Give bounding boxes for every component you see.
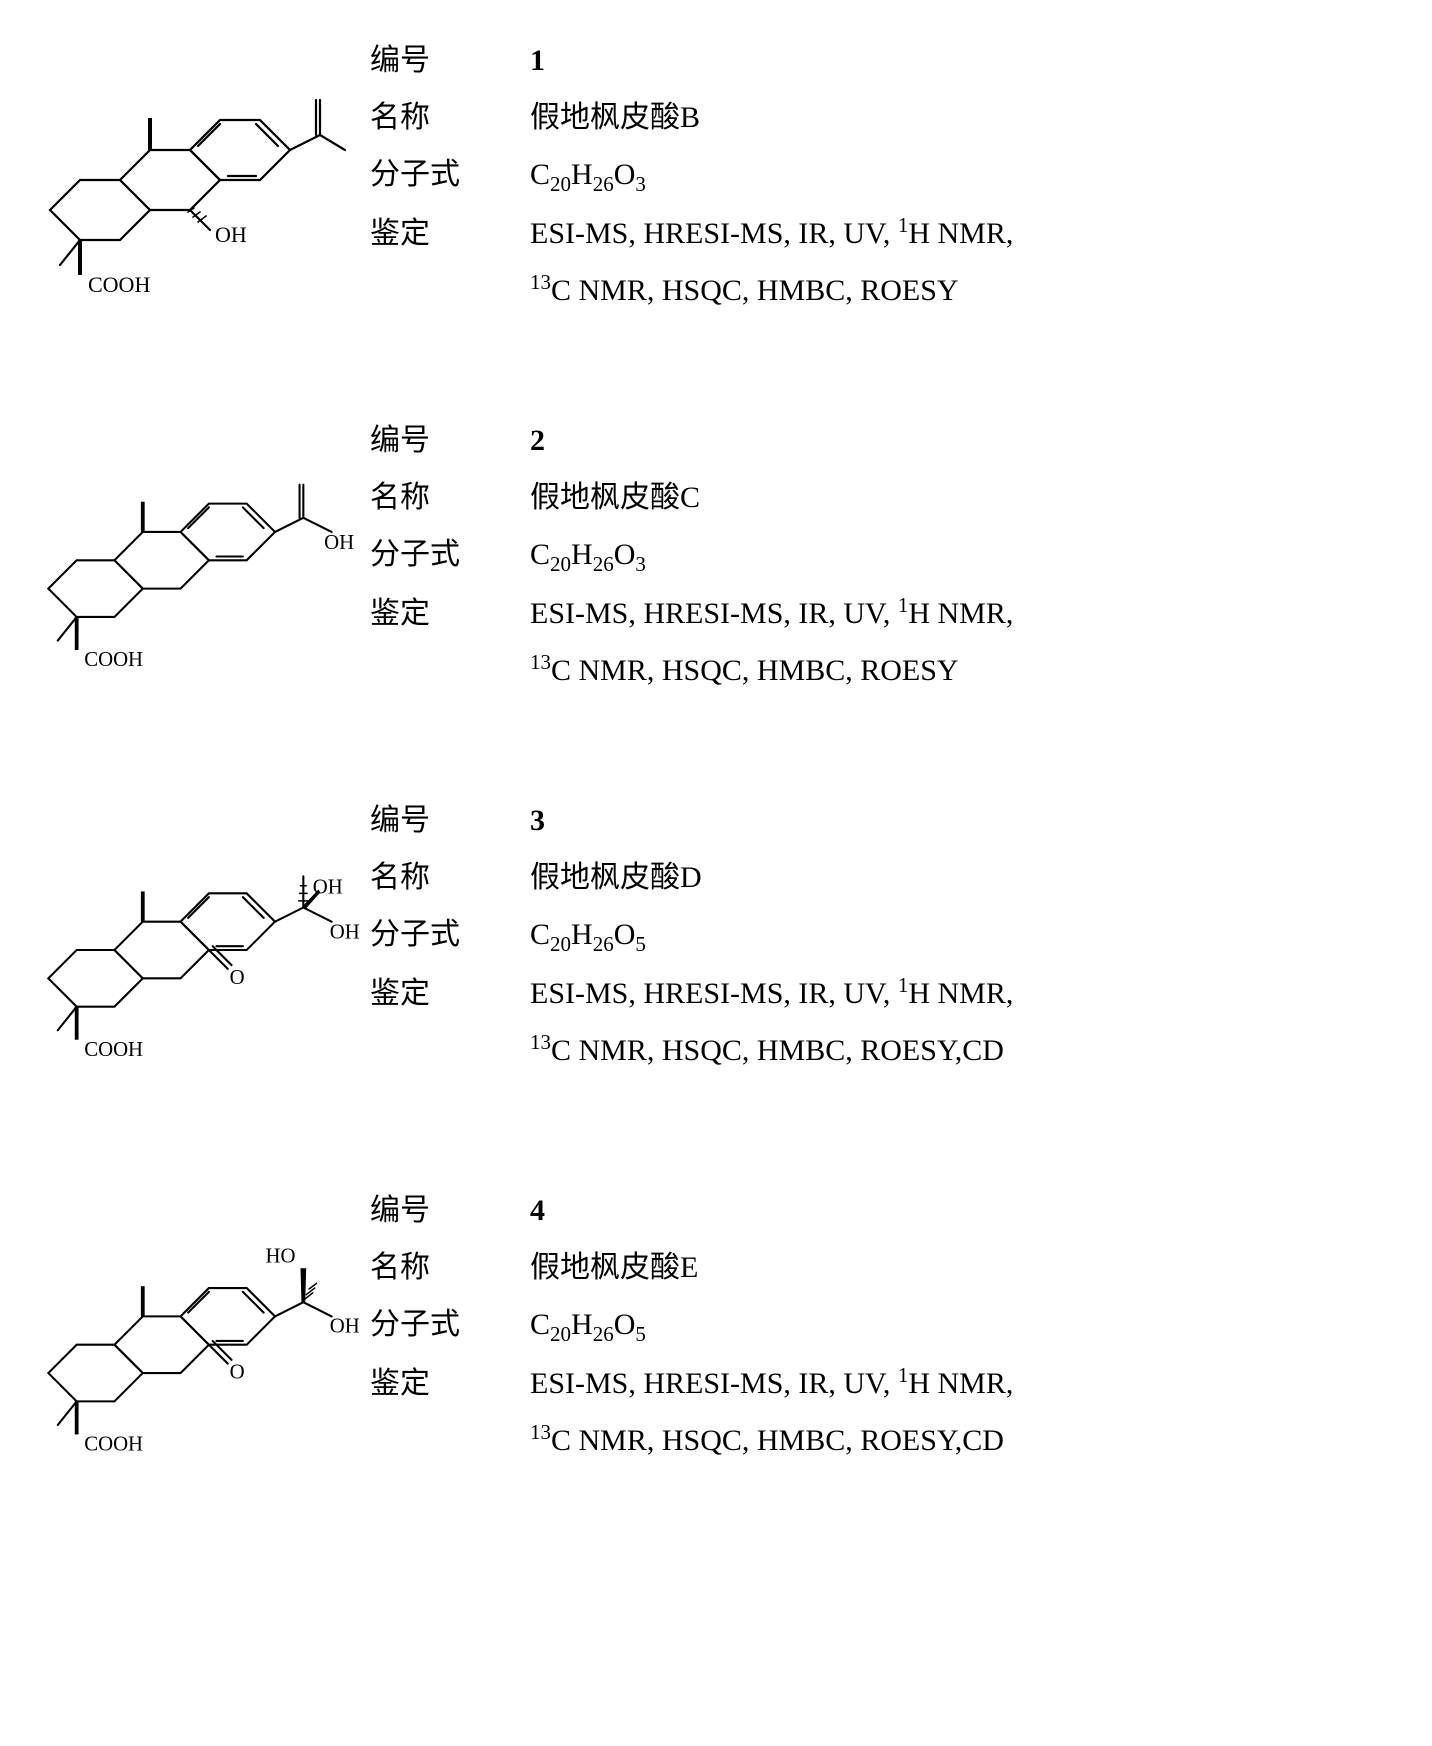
value-name-2: 假地枫皮酸C <box>530 469 1412 526</box>
svg-text:COOH: COOH <box>88 272 150 297</box>
svg-text:OH: OH <box>324 531 354 554</box>
compound-row-1: OH COOH 编号1 名称假地枫皮酸B 分子式C20H26O3 鉴定ESI-M… <box>20 30 1412 340</box>
value-ident-1a: ESI-MS, HRESI-MS, IR, UV, 1H NMR, <box>530 205 1412 262</box>
compound-info-2: 编号2 名称假地枫皮酸C 分子式C20H26O3 鉴定ESI-MS, HRESI… <box>360 410 1412 699</box>
value-name-4: 假地枫皮酸E <box>530 1239 1412 1296</box>
value-formula-1: C20H26O3 <box>530 146 1412 205</box>
label-formula: 分子式 <box>370 146 530 205</box>
value-ident-4a: ESI-MS, HRESI-MS, IR, UV, 1H NMR, <box>530 1355 1412 1412</box>
svg-text:O: O <box>230 1361 245 1384</box>
svg-text:COOH: COOH <box>84 648 143 671</box>
label-number: 编号 <box>370 32 530 89</box>
value-formula-4: C20H26O5 <box>530 1296 1412 1355</box>
svg-text:HO: HO <box>266 1245 296 1268</box>
svg-text:O: O <box>230 966 245 989</box>
chem-structure-3: OH OH O COOH <box>20 790 360 1110</box>
value-number-3: 3 <box>530 792 1412 849</box>
compound-info-3: 编号3 名称假地枫皮酸D 分子式C20H26O5 鉴定ESI-MS, HRESI… <box>360 790 1412 1079</box>
value-ident-2b: 13C NMR, HSQC, HMBC, ROESY <box>530 642 1412 699</box>
value-number-2: 2 <box>530 412 1412 469</box>
svg-text:COOH: COOH <box>84 1433 143 1456</box>
compound-info-1: 编号1 名称假地枫皮酸B 分子式C20H26O3 鉴定ESI-MS, HRESI… <box>360 30 1412 319</box>
label-name: 名称 <box>370 89 530 146</box>
value-number-4: 4 <box>530 1182 1412 1239</box>
structure-3: OH OH O COOH <box>20 790 360 1110</box>
svg-text:OH: OH <box>330 1314 360 1337</box>
value-formula-3: C20H26O5 <box>530 906 1412 965</box>
svg-text:COOH: COOH <box>84 1038 143 1061</box>
value-formula-2: C20H26O3 <box>530 526 1412 585</box>
label-identification: 鉴定 <box>370 205 530 262</box>
value-ident-2a: ESI-MS, HRESI-MS, IR, UV, 1H NMR, <box>530 585 1412 642</box>
chem-structure-4: HO OH O COOH <box>20 1180 360 1500</box>
compound-info-4: 编号4 名称假地枫皮酸E 分子式C20H26O5 鉴定ESI-MS, HRESI… <box>360 1180 1412 1469</box>
value-ident-3b: 13C NMR, HSQC, HMBC, ROESY,CD <box>530 1022 1412 1079</box>
chem-structure-2: OH COOH <box>20 410 360 720</box>
svg-text:OH: OH <box>330 921 360 944</box>
svg-text:OH: OH <box>215 222 247 247</box>
value-ident-1b: 13C NMR, HSQC, HMBC, ROESY <box>530 262 1412 319</box>
structure-2: OH COOH <box>20 410 360 720</box>
chem-structure-1: OH COOH <box>20 30 360 340</box>
structure-1: OH COOH <box>20 30 360 340</box>
svg-text:OH: OH <box>313 875 343 898</box>
value-number-1: 1 <box>530 32 1412 89</box>
value-ident-4b: 13C NMR, HSQC, HMBC, ROESY,CD <box>530 1412 1412 1469</box>
value-ident-3a: ESI-MS, HRESI-MS, IR, UV, 1H NMR, <box>530 965 1412 1022</box>
compound-row-3: OH OH O COOH 编号3 名称假地枫皮酸D 分子式C20H26O5 鉴定… <box>20 790 1412 1110</box>
value-name-3: 假地枫皮酸D <box>530 849 1412 906</box>
compound-row-2: OH COOH 编号2 名称假地枫皮酸C 分子式C20H26O3 鉴定ESI-M… <box>20 410 1412 720</box>
structure-4: HO OH O COOH <box>20 1180 360 1500</box>
compound-row-4: HO OH O COOH 编号4 名称假地枫皮酸E 分子式C20H26O5 鉴定… <box>20 1180 1412 1500</box>
value-name-1: 假地枫皮酸B <box>530 89 1412 146</box>
